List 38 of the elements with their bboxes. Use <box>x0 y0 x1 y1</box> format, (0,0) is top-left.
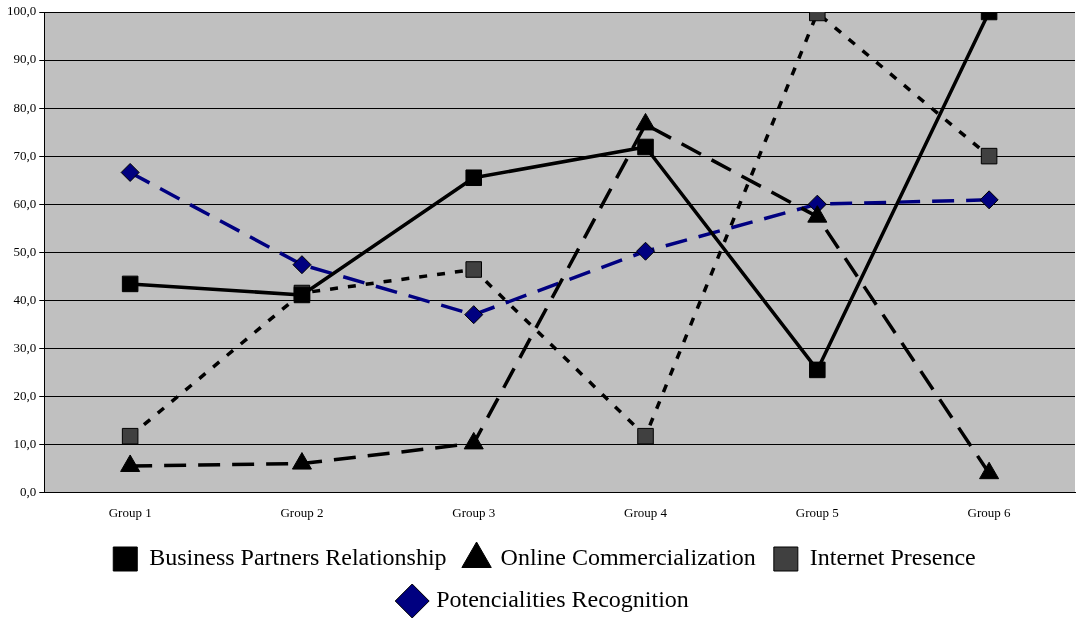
point <box>637 138 654 156</box>
point <box>979 190 999 210</box>
point <box>292 255 312 275</box>
x-tick-label: Group 4 <box>624 504 668 520</box>
point <box>637 427 654 445</box>
x-tick-label: Group 5 <box>795 504 839 520</box>
point <box>291 452 312 470</box>
point <box>636 241 656 261</box>
y-tick-label: 90,0 <box>13 51 37 67</box>
point <box>465 169 483 187</box>
point <box>465 261 483 278</box>
point <box>979 461 1000 480</box>
point <box>980 147 998 165</box>
y-tick-label: 60,0 <box>13 195 37 211</box>
y-tick-label: 0,0 <box>20 483 37 499</box>
y-tick-label: 20,0 <box>13 387 37 403</box>
x-tick-label: Group 2 <box>280 504 324 520</box>
x-tick-label: Group 1 <box>108 504 152 520</box>
legend-label: Online Commercialization <box>500 544 756 571</box>
point <box>120 454 141 472</box>
point <box>464 305 484 325</box>
legend-label: Business Partners Relationship <box>149 544 447 571</box>
y-tick-label: 70,0 <box>13 147 37 163</box>
y-tick-label: 30,0 <box>13 339 37 355</box>
x-tick-label: Group 6 <box>967 504 1012 520</box>
y-tick-label: 50,0 <box>13 243 37 259</box>
y-tick-label: 80,0 <box>13 99 37 115</box>
point <box>809 361 826 379</box>
legend-label: Potencialities Recognition <box>436 586 689 613</box>
point <box>463 431 484 450</box>
y-tick-label: 40,0 <box>13 291 37 307</box>
point <box>121 275 139 293</box>
x-tick-label: Group 3 <box>452 504 496 520</box>
point <box>121 427 139 445</box>
y-tick-label: 100,0 <box>7 3 37 19</box>
legend-label: Internet Presence <box>809 544 976 571</box>
y-tick-label: 10,0 <box>13 435 37 451</box>
point <box>120 162 140 182</box>
